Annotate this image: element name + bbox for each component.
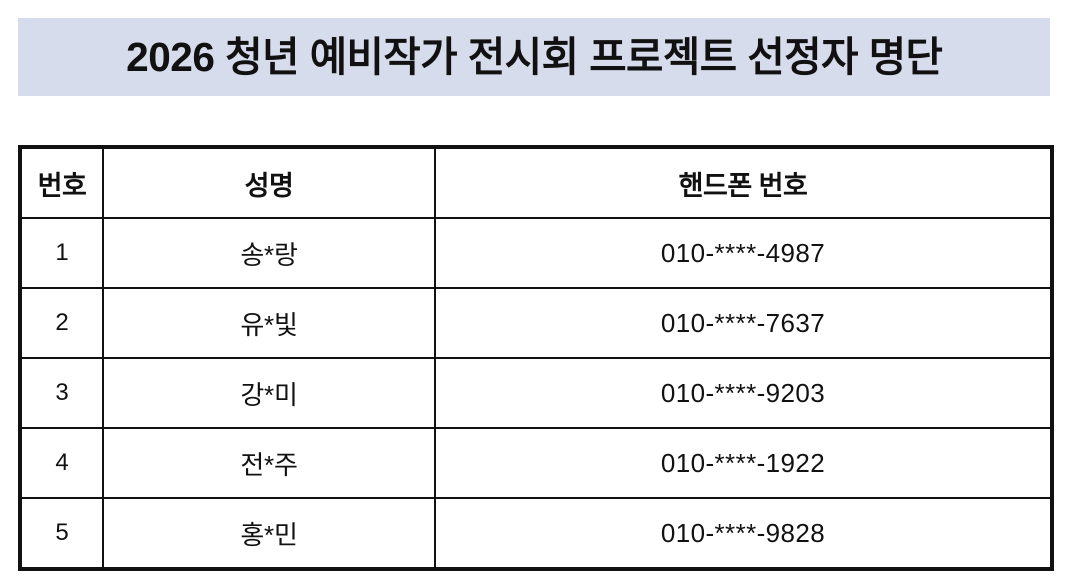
table-row: 1 송*랑 010-****-4987 (19, 217, 1053, 289)
title-banner: 2026 청년 예비작가 전시회 프로젝트 선정자 명단 (18, 18, 1050, 96)
cell-number: 1 (19, 217, 104, 289)
cell-number: 4 (19, 427, 104, 499)
cell-number: 3 (19, 357, 104, 429)
cell-name: 유*빛 (102, 287, 436, 359)
cell-phone: 010-****-9828 (434, 497, 1053, 570)
cell-name: 전*주 (102, 427, 436, 499)
table-row: 2 유*빛 010-****-7637 (19, 287, 1053, 359)
column-header-phone: 핸드폰 번호 (434, 146, 1053, 219)
cell-number: 2 (19, 287, 104, 359)
table-row: 4 전*주 010-****-1922 (19, 427, 1053, 499)
table-header: 번호 성명 핸드폰 번호 (19, 146, 1053, 219)
cell-number: 5 (19, 497, 104, 570)
roster-table-container: 번호 성명 핸드폰 번호 1 송*랑 010-****-4987 2 유*빛 0… (18, 145, 1054, 571)
cell-phone: 010-****-7637 (434, 287, 1053, 359)
cell-phone: 010-****-1922 (434, 427, 1053, 499)
column-header-name: 성명 (102, 146, 436, 219)
page-title: 2026 청년 예비작가 전시회 프로젝트 선정자 명단 (125, 33, 943, 80)
cell-name: 강*미 (102, 357, 436, 429)
cell-name: 송*랑 (102, 217, 436, 289)
cell-phone: 010-****-4987 (434, 217, 1053, 289)
table-header-row: 번호 성명 핸드폰 번호 (19, 146, 1053, 219)
table-row: 3 강*미 010-****-9203 (19, 357, 1053, 429)
table-body: 1 송*랑 010-****-4987 2 유*빛 010-****-7637 … (19, 217, 1053, 570)
cell-phone: 010-****-9203 (434, 357, 1053, 429)
column-header-number: 번호 (19, 146, 104, 219)
roster-table: 번호 성명 핸드폰 번호 1 송*랑 010-****-4987 2 유*빛 0… (18, 145, 1054, 571)
table-row: 5 홍*민 010-****-9828 (19, 497, 1053, 570)
cell-name: 홍*민 (102, 497, 436, 570)
